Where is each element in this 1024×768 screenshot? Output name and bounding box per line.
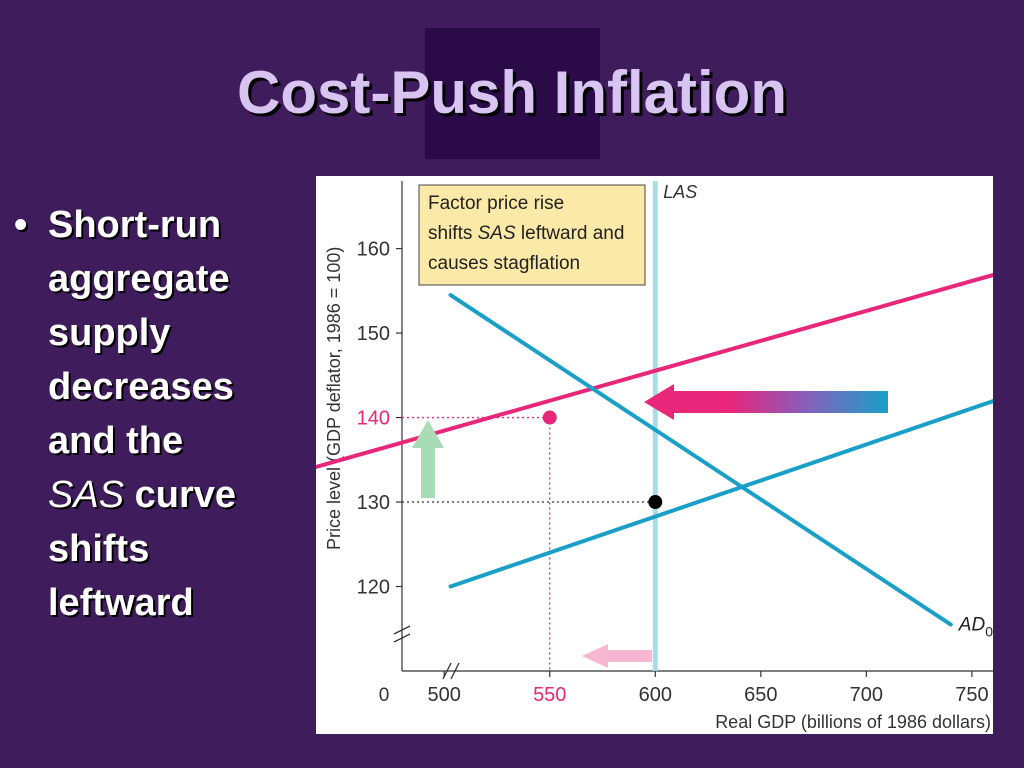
tick-group: 500 550 600 650 700 750 120 130 140 150 160 xyxy=(357,239,989,706)
series-group: SAS1SAS0AD0 xyxy=(279,264,1024,640)
y-tick-label-150: 150 xyxy=(357,323,390,345)
x-tick-label-750: 750 xyxy=(955,684,988,706)
bullet-text-end: curve shifts leftward xyxy=(48,474,237,624)
annotation-line-3: causes stagflation xyxy=(428,253,580,274)
marker-group xyxy=(542,410,663,510)
y-axis-break-2 xyxy=(393,633,411,643)
x-tick-label-700: 700 xyxy=(850,684,883,706)
y-tick-label-140: 140 xyxy=(357,408,390,430)
series-line-sas0 xyxy=(448,388,1024,589)
series-line-ad0 xyxy=(448,293,953,627)
bullet-item: • Short-run aggregate supply decreases an… xyxy=(14,198,304,630)
x-axis-break-2 xyxy=(450,662,460,680)
equilibrium-point-0 xyxy=(542,410,557,425)
gdp-left-arrow xyxy=(582,644,652,668)
x-tick-label-500: 500 xyxy=(428,684,461,706)
annotation-box xyxy=(418,184,646,286)
series-label-ad0: AD0 xyxy=(958,615,993,640)
y-tick-label-120: 120 xyxy=(357,577,390,599)
slide-title: Cost-Push Inflation xyxy=(237,59,787,126)
title-panel xyxy=(425,28,600,159)
equilibrium-point-1 xyxy=(648,495,663,510)
bullet-text: Short-run aggregate supply decreases and… xyxy=(48,204,234,462)
guide-lines xyxy=(402,416,656,671)
x-tick-label-600: 600 xyxy=(639,684,672,706)
chart-svg: Factor price rise shifts SAS leftward an… xyxy=(279,181,1024,732)
shift-left-arrow xyxy=(644,384,888,420)
price-up-arrow xyxy=(412,420,444,498)
y-axis-break-1 xyxy=(393,625,411,635)
las-label: LAS xyxy=(663,182,697,202)
bullet-list: • Short-run aggregate supply decreases an… xyxy=(14,198,304,630)
las-group: LAS xyxy=(652,181,697,671)
x-axis-label: Real GDP (billions of 1986 dollars) xyxy=(715,712,991,732)
bullet-dot: • xyxy=(14,204,28,246)
chart-container: Factor price rise shifts SAS leftward an… xyxy=(279,176,1024,734)
x-tick-label-650: 650 xyxy=(744,684,777,706)
annotation-italic: SAS xyxy=(478,223,516,244)
x-tick-label-550: 550 xyxy=(533,684,566,706)
annotation-line-2: shifts SAS leftward and xyxy=(428,223,624,244)
y-tick-label-130: 130 xyxy=(357,492,390,514)
series-line-sas1 xyxy=(279,264,1024,479)
annotation-line-1: Factor price rise xyxy=(428,193,564,214)
bullet-italic-sas: SAS xyxy=(48,474,125,516)
origin-label: 0 xyxy=(379,685,390,706)
y-tick-label-160: 160 xyxy=(357,239,390,261)
y-axis-label: Price level (GDP deflator, 1986 = 100) xyxy=(324,247,344,550)
